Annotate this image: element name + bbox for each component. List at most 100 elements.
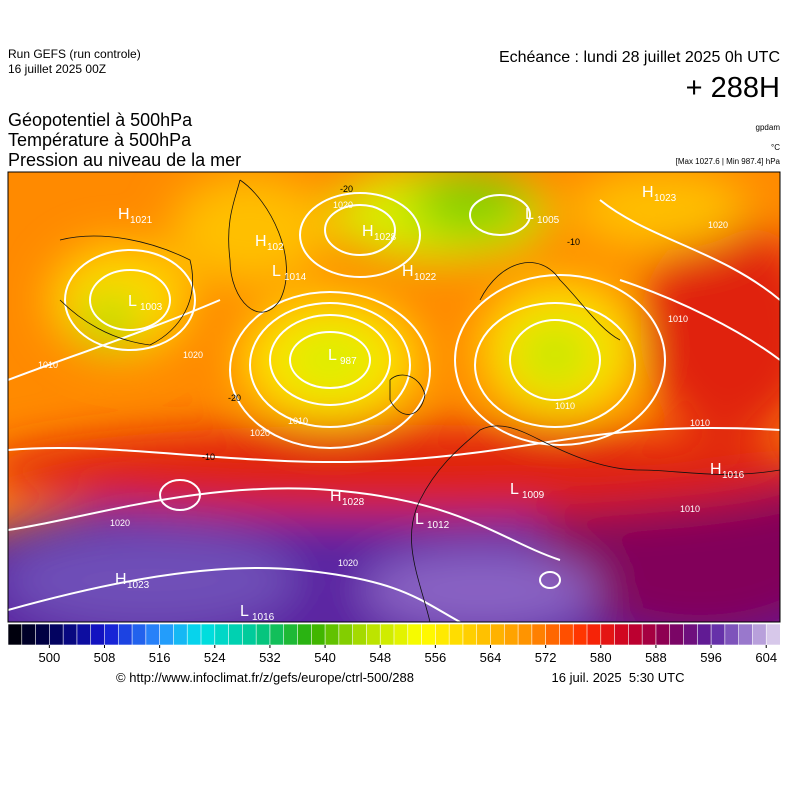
center-type: H	[330, 488, 342, 505]
center-value: 1014	[284, 272, 307, 283]
isobar-label: 1010	[38, 360, 58, 370]
center-value: 1016	[722, 470, 745, 481]
title-line: Pression au niveau de la mer	[8, 150, 241, 170]
colorbar-swatch	[131, 623, 147, 646]
isobar-label: 1020	[338, 558, 358, 568]
colorbar-swatch	[531, 623, 547, 646]
pressure-center: L 1009	[510, 481, 545, 501]
colorbar-tick-label: 508	[94, 650, 116, 665]
colorbar-swatch	[7, 623, 23, 646]
colorbar-swatch	[503, 623, 519, 646]
center-type: L	[128, 293, 137, 310]
title-line: Température à 500hPa	[8, 130, 192, 150]
colorbar-swatch	[21, 623, 37, 646]
colorbar-swatch	[476, 623, 492, 646]
isobar-label: 1010	[555, 401, 575, 411]
temperature-labels: -20 -20 -10 -10	[202, 184, 580, 462]
colorbar-swatch	[628, 623, 643, 646]
colorbar-swatch	[159, 623, 175, 646]
colorbar-swatch	[338, 623, 354, 646]
footer-issued: 16 juil. 2025 5:30 UTC	[552, 670, 685, 685]
temperature-label: -20	[228, 393, 241, 403]
colorbar-swatch	[655, 623, 671, 646]
colorbar-swatch	[352, 623, 368, 646]
colorbar-swatch	[600, 623, 616, 646]
unit-pressure: [Max 1027.6 | Min 987.4] hPa	[676, 157, 781, 166]
colorbar-tick-label: 556	[425, 650, 447, 665]
run-label: Run GEFS (run controle)	[8, 47, 141, 61]
colorbar-swatch	[49, 623, 64, 646]
colorbar-swatch	[559, 623, 574, 646]
pressure-center: H 1016	[710, 461, 745, 481]
colorbar-swatch	[669, 623, 685, 646]
colorbar-swatch	[545, 623, 561, 646]
pressure-center: L 1003	[128, 293, 163, 313]
colorbar-swatch	[393, 623, 409, 646]
colorbar-tick-label: 500	[39, 650, 61, 665]
center-value: 1012	[427, 520, 450, 531]
center-type: L	[240, 603, 249, 620]
isobar-label: 1010	[690, 418, 710, 428]
center-type: H	[118, 206, 130, 223]
pressure-center: H 1021	[118, 206, 153, 226]
colorbar-tick-label: 580	[590, 650, 612, 665]
temperature-label: -20	[340, 184, 353, 194]
center-value: 1003	[140, 302, 163, 313]
center-type: L	[525, 206, 534, 223]
temperature-label: -10	[567, 237, 580, 247]
lead-time: + 288H	[686, 72, 780, 104]
center-type: L	[510, 481, 519, 498]
colorbar-swatch	[517, 623, 533, 646]
center-type: L	[328, 347, 337, 364]
colorbar-swatch	[421, 623, 436, 646]
colorbar-swatch	[379, 623, 395, 646]
colorbar-swatch	[683, 623, 698, 646]
colorbar-swatch	[62, 623, 78, 646]
colorbar-swatch	[297, 623, 312, 646]
colorbar-swatch	[173, 623, 188, 646]
colorbar-tick-label: 516	[149, 650, 171, 665]
temperature-label: -10	[202, 452, 215, 462]
pressure-center: L 1005	[525, 206, 560, 226]
colorbar-tick-label: 604	[755, 650, 777, 665]
center-type: L	[272, 263, 281, 280]
colorbar-swatch	[641, 623, 657, 646]
colorbar-swatch	[407, 623, 423, 646]
center-value: 1028	[374, 232, 397, 243]
valid-time: Echéance : lundi 28 juillet 2025 0h UTC	[499, 49, 780, 66]
center-type: H	[362, 223, 374, 240]
colorbar-swatch	[200, 623, 216, 646]
title-line: Géopotentiel à 500hPa	[8, 110, 193, 130]
colorbar-swatch	[242, 623, 257, 646]
colorbar-swatch	[765, 623, 781, 646]
isobar-label: 1020	[250, 428, 270, 438]
pressure-center: L 987	[328, 347, 357, 367]
colorbar-swatch	[310, 623, 326, 646]
colorbar-swatch	[214, 623, 230, 646]
center-type: H	[115, 571, 127, 588]
colorbar-swatch	[448, 623, 464, 646]
colorbar-tick-label: 540	[314, 650, 336, 665]
center-value: 1009	[522, 490, 545, 501]
pressure-center: L 1014	[272, 263, 307, 283]
pressure-center: L 1012	[415, 511, 450, 531]
pressure-center: H 1028	[362, 223, 397, 243]
pressure-center: H 1028	[330, 488, 365, 508]
center-type: H	[642, 184, 654, 201]
isobar-label: 1020	[183, 350, 203, 360]
colorbar-swatch	[228, 623, 243, 646]
colorbar-swatch	[104, 623, 119, 646]
pressure-center: H 1023	[115, 571, 150, 591]
center-type: L	[415, 511, 424, 528]
colorbar-swatch	[269, 623, 285, 646]
center-value: 1022	[414, 272, 437, 283]
map-frame	[7, 171, 781, 623]
isobar-label: 1020	[708, 220, 728, 230]
colorbar-tick-label: 524	[204, 650, 226, 665]
run-date: 16 juillet 2025 00Z	[8, 62, 106, 76]
center-value: 102	[267, 242, 284, 253]
colorbar-swatch	[76, 623, 92, 646]
center-value: 1016	[252, 612, 275, 623]
